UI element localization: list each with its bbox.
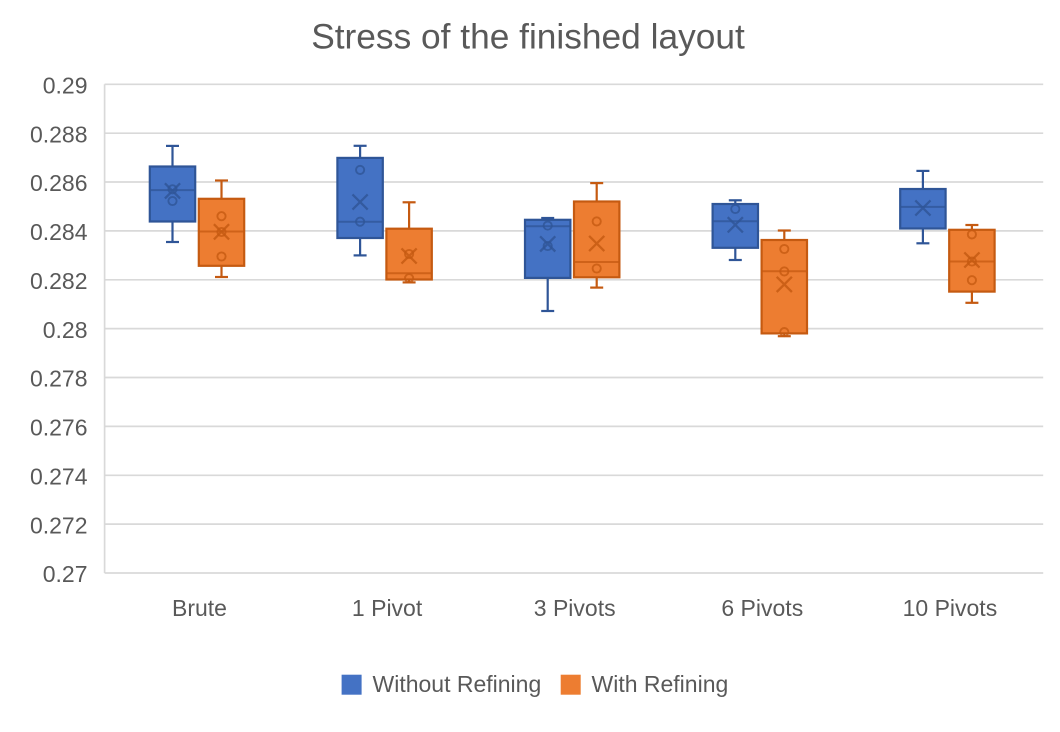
svg-text:0.282: 0.282 bbox=[30, 268, 88, 294]
svg-text:0.27: 0.27 bbox=[43, 561, 88, 587]
svg-text:0.286: 0.286 bbox=[30, 170, 88, 196]
svg-text:1 Pivot: 1 Pivot bbox=[352, 595, 423, 621]
svg-text:10 Pivots: 10 Pivots bbox=[903, 595, 998, 621]
svg-text:With Refining: With Refining bbox=[592, 671, 729, 697]
svg-text:Stress of the finished layout: Stress of the finished layout bbox=[311, 17, 745, 56]
svg-text:0.276: 0.276 bbox=[30, 415, 88, 441]
svg-text:6 Pivots: 6 Pivots bbox=[721, 595, 803, 621]
svg-text:0.278: 0.278 bbox=[30, 366, 88, 392]
svg-text:3 Pivots: 3 Pivots bbox=[534, 595, 616, 621]
svg-text:Brute: Brute bbox=[172, 595, 227, 621]
svg-text:0.272: 0.272 bbox=[30, 512, 88, 538]
svg-text:0.274: 0.274 bbox=[30, 464, 88, 490]
svg-text:0.288: 0.288 bbox=[30, 121, 88, 147]
svg-text:0.29: 0.29 bbox=[43, 73, 88, 99]
svg-text:0.28: 0.28 bbox=[43, 317, 88, 343]
svg-text:Without Refining: Without Refining bbox=[373, 671, 542, 697]
svg-text:0.284: 0.284 bbox=[30, 219, 88, 245]
